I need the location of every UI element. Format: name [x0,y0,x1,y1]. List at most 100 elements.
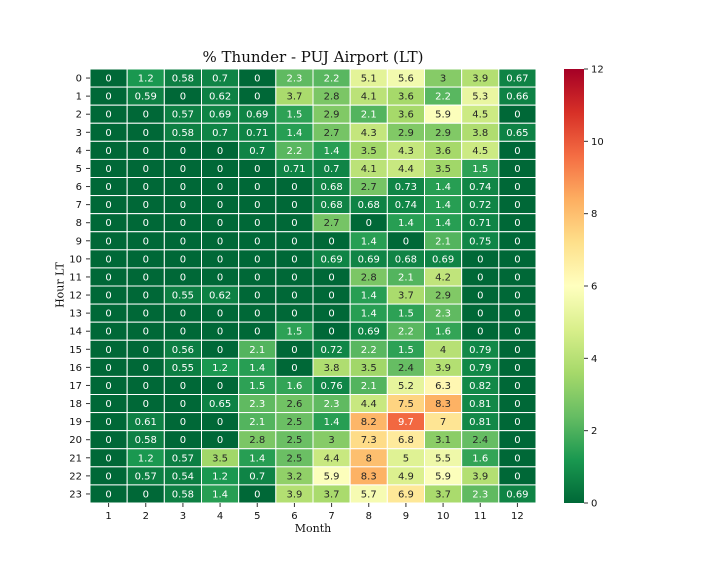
cell-value-label: 0 [180,399,186,410]
cell-value-label: 0 [143,218,149,229]
cell-value-label: 0.54 [172,471,194,482]
cell-value-label: 2.5 [286,417,302,428]
cell-value-label: 3.5 [212,453,228,464]
cell-value-label: 0 [217,309,223,320]
cell-value-label: 0 [143,399,149,410]
cell-value-label: 0 [291,218,297,229]
cell-value-label: 0 [514,236,520,247]
y-tick-label: 16 [69,363,82,374]
cell-value-label: 3.7 [286,92,302,103]
cell-value-label: 0 [143,272,149,283]
cell-value-label: 2.9 [398,128,414,139]
cell-value-label: 2.1 [249,417,265,428]
cell-value-label: 1.4 [361,236,377,247]
cell-value-label: 0 [328,236,334,247]
cell-value-label: 3.9 [286,489,302,500]
y-tick-label: 4 [76,146,82,157]
cell-value-label: 0 [180,182,186,193]
x-tick-label: 6 [291,511,297,522]
cell-value-label: 2.9 [435,128,451,139]
cell-value-label: 2.9 [435,291,451,302]
cell-value-label: 0 [180,200,186,211]
cell-value-label: 0 [291,363,297,374]
cell-value-label: 2.2 [361,345,377,356]
cell-value-label: 0 [143,164,149,175]
y-tick-label: 3 [76,128,82,139]
cell-value-label: 3.9 [472,74,488,85]
cell-value-label: 0 [217,182,223,193]
y-tick-label: 20 [69,435,82,446]
colorbar-tick-label: 4 [591,354,597,365]
cell-value-label: 2.1 [435,236,451,247]
cell-value-label: 0 [105,164,111,175]
cell-value-label: 5.1 [361,74,377,85]
cell-value-label: 0 [477,254,483,265]
cell-value-label: 2.8 [361,272,377,283]
cell-value-label: 0 [291,345,297,356]
cell-value-label: 1.4 [361,291,377,302]
cell-value-label: 3.6 [435,146,451,157]
cell-value-label: 2.1 [249,345,265,356]
cell-value-label: 0 [254,254,260,265]
cell-value-label: 3.1 [435,435,451,446]
y-tick-label: 12 [69,291,82,302]
cell-value-label: 3.8 [324,363,340,374]
cell-value-label: 1.6 [286,381,302,392]
cell-value-label: 0 [254,218,260,229]
cell-value-label: 0 [180,435,186,446]
cell-value-label: 8.3 [435,399,451,410]
cell-value-label: 4.1 [361,164,377,175]
cell-value-label: 0 [217,254,223,265]
cell-value-label: 3.6 [398,92,414,103]
cell-value-label: 0 [105,272,111,283]
cell-value-label: 4.4 [361,399,377,410]
cell-value-label: 2.4 [398,363,414,374]
x-tick-label: 1 [105,511,111,522]
cell-value-label: 1.4 [212,489,228,500]
cell-value-label: 3.8 [472,128,488,139]
cell-value-label: 0.57 [135,471,157,482]
cell-value-label: 3.9 [472,471,488,482]
cell-value-label: 0.61 [135,417,157,428]
cell-value-label: 0 [180,417,186,428]
cell-value-label: 4.5 [472,110,488,121]
cell-value-label: 0 [254,182,260,193]
cell-value-label: 5.9 [435,110,451,121]
cell-value-label: 0 [180,92,186,103]
cell-value-label: 0.75 [469,236,491,247]
cell-value-label: 0 [254,74,260,85]
colorbar-tick-label: 12 [591,65,604,76]
cell-value-label: 3.7 [324,489,340,500]
y-tick-label: 14 [69,327,82,338]
cell-value-label: 0.69 [358,327,380,338]
cell-value-label: 2.7 [324,128,340,139]
cell-value-label: 4.3 [361,128,377,139]
cell-value-label: 2.5 [286,435,302,446]
colorbar-tick-label: 6 [591,282,597,293]
cell-value-label: 0.69 [320,254,342,265]
cell-value-label: 0.81 [469,399,491,410]
cell-value-label: 0.7 [324,164,340,175]
cell-value-label: 5.2 [398,381,414,392]
cell-value-label: 0.79 [469,345,491,356]
cell-value-label: 0 [328,291,334,302]
cell-value-label: 0.72 [469,200,491,211]
x-tick-label: 7 [328,511,334,522]
cell-value-label: 0.71 [469,218,491,229]
y-tick-label: 21 [69,453,82,464]
cell-value-label: 0.7 [249,471,265,482]
y-tick-label: 9 [76,236,82,247]
cell-value-label: 0 [143,327,149,338]
cell-value-label: 1.5 [398,345,414,356]
cell-value-label: 2.3 [435,309,451,320]
cell-value-label: 0 [514,381,520,392]
cell-value-label: 1.4 [249,363,265,374]
cell-value-label: 0 [105,236,111,247]
cell-value-label: 0.58 [172,74,194,85]
cell-value-label: 0 [514,182,520,193]
cell-value-label: 4.3 [398,146,414,157]
cell-value-label: 0 [105,471,111,482]
cell-value-label: 0 [105,327,111,338]
y-tick-label: 1 [76,92,82,103]
colorbar-tick-label: 0 [591,499,597,510]
